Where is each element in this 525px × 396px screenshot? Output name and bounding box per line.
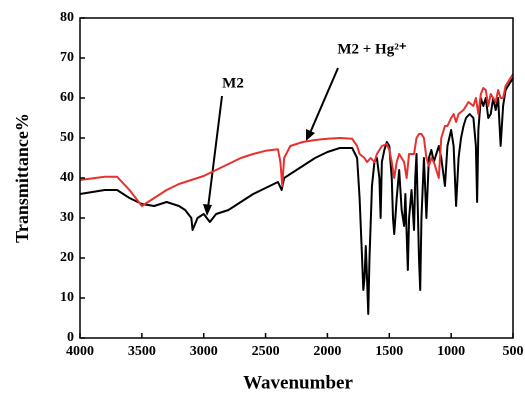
y-tick-label: 80 [60, 10, 74, 25]
spectrum-line [79, 77, 514, 315]
arrow-head [203, 204, 212, 216]
x-tick-label: 3500 [128, 344, 156, 359]
arrow-head [306, 129, 315, 141]
x-tick-label: 500 [503, 344, 524, 359]
arrow [309, 67, 339, 134]
y-tick-label: 0 [67, 330, 74, 345]
spectrum-line [79, 73, 514, 207]
y-tick-label: 50 [60, 130, 74, 145]
annotation: M2 + Hg²⁺ [337, 41, 406, 57]
plot-frame [79, 17, 514, 339]
y-tick-label: 70 [60, 50, 74, 65]
y-tick-label: 20 [60, 250, 74, 265]
y-tick-label: 10 [60, 290, 74, 305]
x-tick-label: 3000 [190, 344, 218, 359]
y-tick-label: 40 [60, 170, 74, 185]
arrow [207, 95, 223, 209]
x-tick-label: 4000 [66, 344, 94, 359]
y-tick-label: 30 [60, 210, 74, 225]
y-axis-label: Transmittance% [12, 113, 32, 243]
x-tick-label: 2000 [313, 344, 341, 359]
y-tick-label: 60 [60, 90, 74, 105]
x-axis-label: Wavenumber [243, 372, 353, 393]
x-tick-label: 2500 [252, 344, 280, 359]
x-tick-label: 1000 [437, 344, 465, 359]
x-tick-label: 1500 [375, 344, 403, 359]
annotation: M2 [222, 75, 244, 91]
